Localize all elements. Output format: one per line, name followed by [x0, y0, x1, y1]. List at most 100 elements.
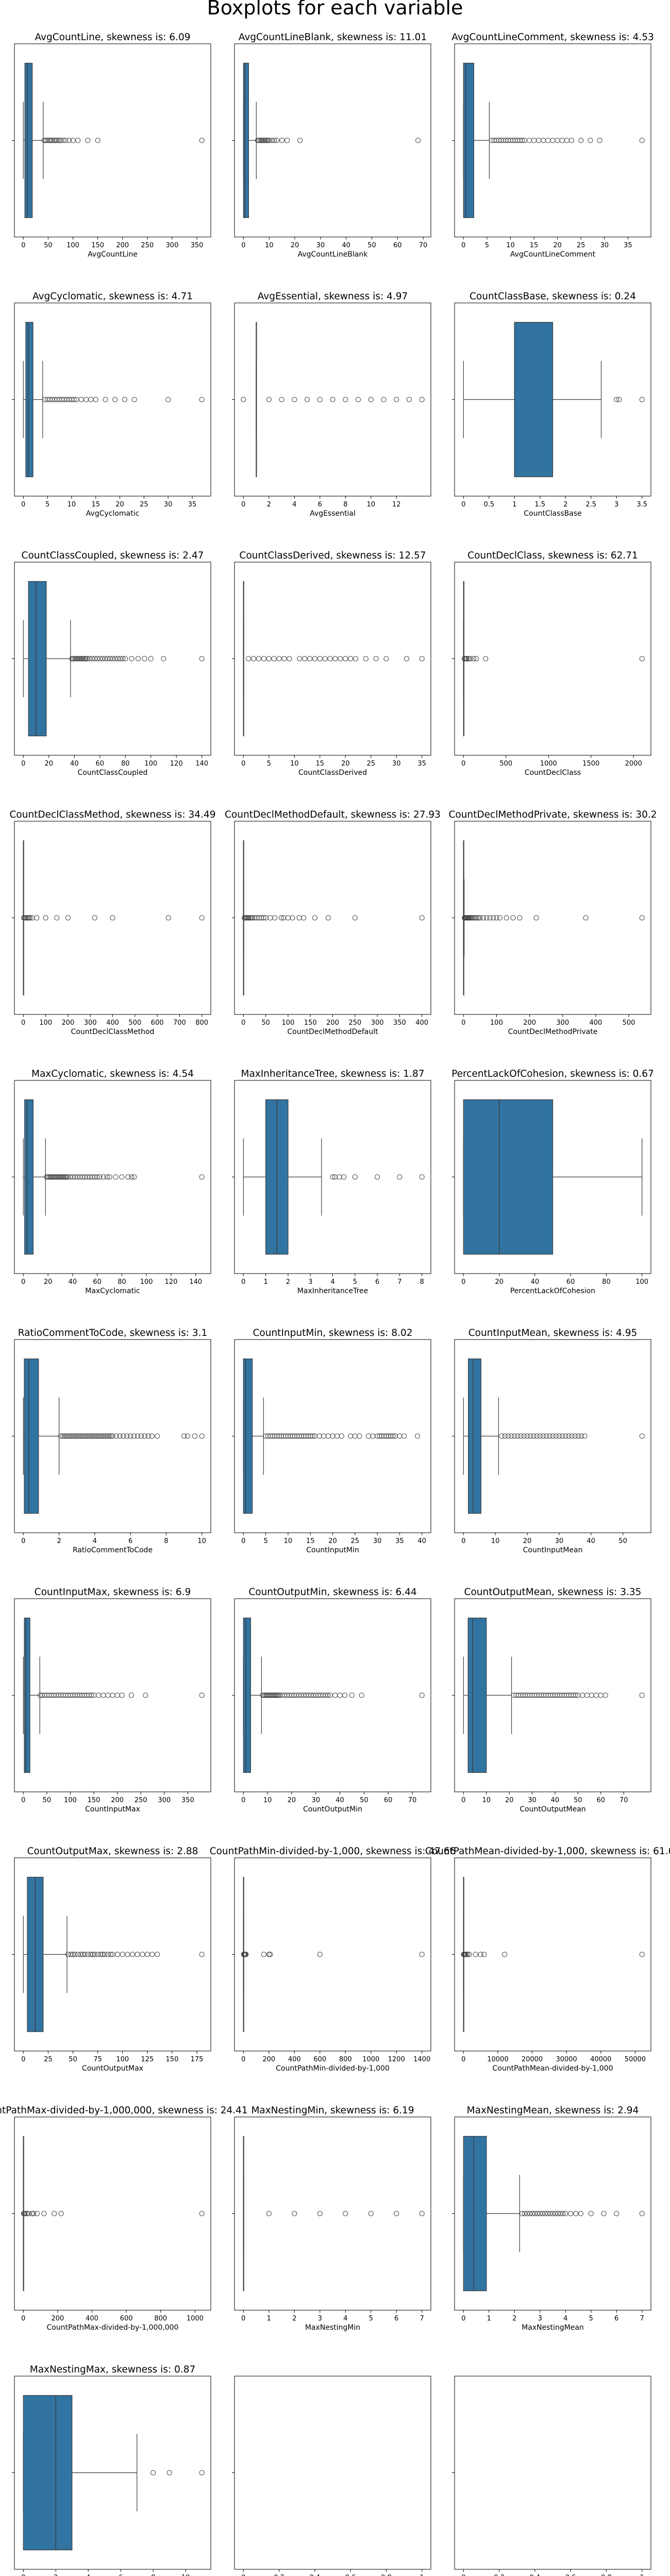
outlier-point [148, 656, 154, 662]
x-tick-label: 35 [395, 1537, 404, 1545]
outlier-point [72, 656, 77, 662]
x-tick-label: 20 [495, 1278, 504, 1286]
outlier-point [266, 397, 272, 402]
subplot-2: AvgCountLineBlank, skewness is: 11.01 0 10… [232, 32, 431, 259]
outlier-point [270, 1433, 275, 1439]
subplot-title: CountClassBase, skewness is: 0.24 [470, 291, 636, 302]
x-tick-label: 4 [330, 1278, 334, 1286]
outlier-point [297, 656, 303, 662]
x-axis-label: CountOutputMin [303, 1805, 362, 1814]
outlier-point [135, 1433, 141, 1439]
x-tick-label: 200 [111, 1797, 124, 1804]
outlier-point [359, 1692, 364, 1698]
x-tick-label: 2 [57, 1537, 61, 1545]
outlier-point [29, 2211, 35, 2216]
outlier-point [117, 1433, 123, 1439]
subplot-title: MaxInheritanceTree, skewness is: 1.87 [241, 1069, 424, 1079]
x-tick-label: 0 [21, 1797, 25, 1804]
subplot-title: CountInputMean, skewness is: 4.95 [468, 1328, 638, 1338]
subplot-4: AvgCyclomatic, skewness is: 4.71 0 5 10 15 20… [12, 291, 211, 518]
outlier-point [392, 1433, 398, 1439]
x-tick-label: 2 [54, 2574, 58, 2576]
x-tick-label: 1 [512, 501, 516, 509]
x-tick-label: 10000 [487, 2056, 508, 2063]
outlier-point [419, 1692, 425, 1698]
outlier-point [113, 1174, 119, 1180]
outlier-point [520, 2211, 525, 2216]
outlier-point [573, 1692, 579, 1698]
outlier-point [283, 1433, 289, 1439]
outlier-point [522, 2211, 528, 2216]
outlier-point [499, 1433, 505, 1439]
outlier-point [267, 1433, 273, 1439]
x-tick-label: 0 [21, 242, 25, 249]
outlier-point [81, 656, 88, 662]
outlier-point [252, 915, 258, 921]
x-axis-label: CountClassCoupled [78, 769, 148, 777]
x-tick-label: 300 [158, 1797, 171, 1804]
x-tick-label: 40 [417, 1537, 426, 1545]
outlier-point [88, 1433, 94, 1439]
outlier-point [107, 1174, 112, 1180]
subplot-6: CountClassBase, skewness is: 0.24 0 0.5 1 1.… [452, 291, 651, 518]
x-tick-label: 1.5 [534, 501, 545, 509]
outlier-point [477, 915, 483, 921]
outlier-point [65, 915, 71, 921]
outlier-point [104, 1174, 110, 1180]
outlier-point [639, 2211, 645, 2216]
outlier-point [97, 1174, 103, 1180]
outlier-point [58, 1433, 64, 1439]
outlier-point [199, 1952, 205, 1957]
subplot-10: CountDeclClassMethod, skewness is: 34.49… [9, 809, 215, 1036]
outlier-point [103, 1433, 108, 1439]
plot-frame [234, 2376, 431, 2570]
outlier-point [105, 656, 110, 662]
x-axis-label: AvgCyclomatic [86, 510, 139, 518]
outlier-point [330, 397, 336, 402]
outlier-point [545, 138, 551, 143]
outlier-point [325, 1433, 331, 1439]
outlier-point [579, 1433, 584, 1439]
outlier-point [348, 656, 354, 662]
outlier-point [550, 2211, 556, 2216]
x-tick-label: 5 [353, 1278, 357, 1286]
x-tick-label: 150 [88, 1797, 100, 1804]
outlier-point [199, 1433, 205, 1439]
iqr-box [24, 1358, 39, 1514]
outlier-point [78, 1952, 84, 1957]
outlier-point [639, 915, 645, 921]
x-tick-label: 40 [70, 760, 79, 768]
x-tick-label: 800 [339, 2056, 352, 2063]
outlier-point [105, 1433, 110, 1439]
x-tick-label: 10 [265, 242, 274, 249]
outlier-point [559, 138, 565, 143]
outlier-point [560, 2211, 566, 2216]
x-tick-label: 30 [600, 242, 609, 249]
plot-frame [14, 2116, 211, 2311]
x-tick-label: 500 [499, 760, 512, 768]
outlier-point [128, 1433, 133, 1439]
subplot-24: CountPathMean-divided-by-1,000, skewness… [425, 1846, 670, 2073]
outlier-point [269, 138, 275, 143]
outlier-point [243, 1952, 249, 1957]
x-axis-label: CountDeclClassMethod [71, 1028, 155, 1036]
subplot-15: PercentLackOfCohesion, skewness is: 0.67… [451, 1069, 654, 1295]
x-tick-label: 10 [197, 1537, 206, 1545]
outlier-point [123, 656, 128, 662]
outlier-point [97, 1433, 103, 1439]
subplot-25: CountPathMax-divided-by-1,000,000, skewn… [0, 2105, 248, 2332]
x-tick-label: 25 [351, 1537, 360, 1545]
outlier-point [67, 1433, 73, 1439]
x-tick-label: 6 [128, 1537, 132, 1545]
x-tick-label: 6 [119, 2574, 123, 2576]
outlier-point [339, 1433, 344, 1439]
outlier-point [292, 2211, 297, 2216]
outlier-point [390, 1433, 396, 1439]
outlier-point [258, 915, 264, 921]
outlier-point [563, 1433, 568, 1439]
outlier-point [474, 915, 480, 921]
outlier-point [334, 1433, 340, 1439]
x-tick-label: 1 [263, 1278, 267, 1286]
x-tick-label: 40 [336, 1797, 344, 1804]
subplot-30: 0 0.2 0.4 0.6 0.8 1 [452, 2376, 651, 2576]
